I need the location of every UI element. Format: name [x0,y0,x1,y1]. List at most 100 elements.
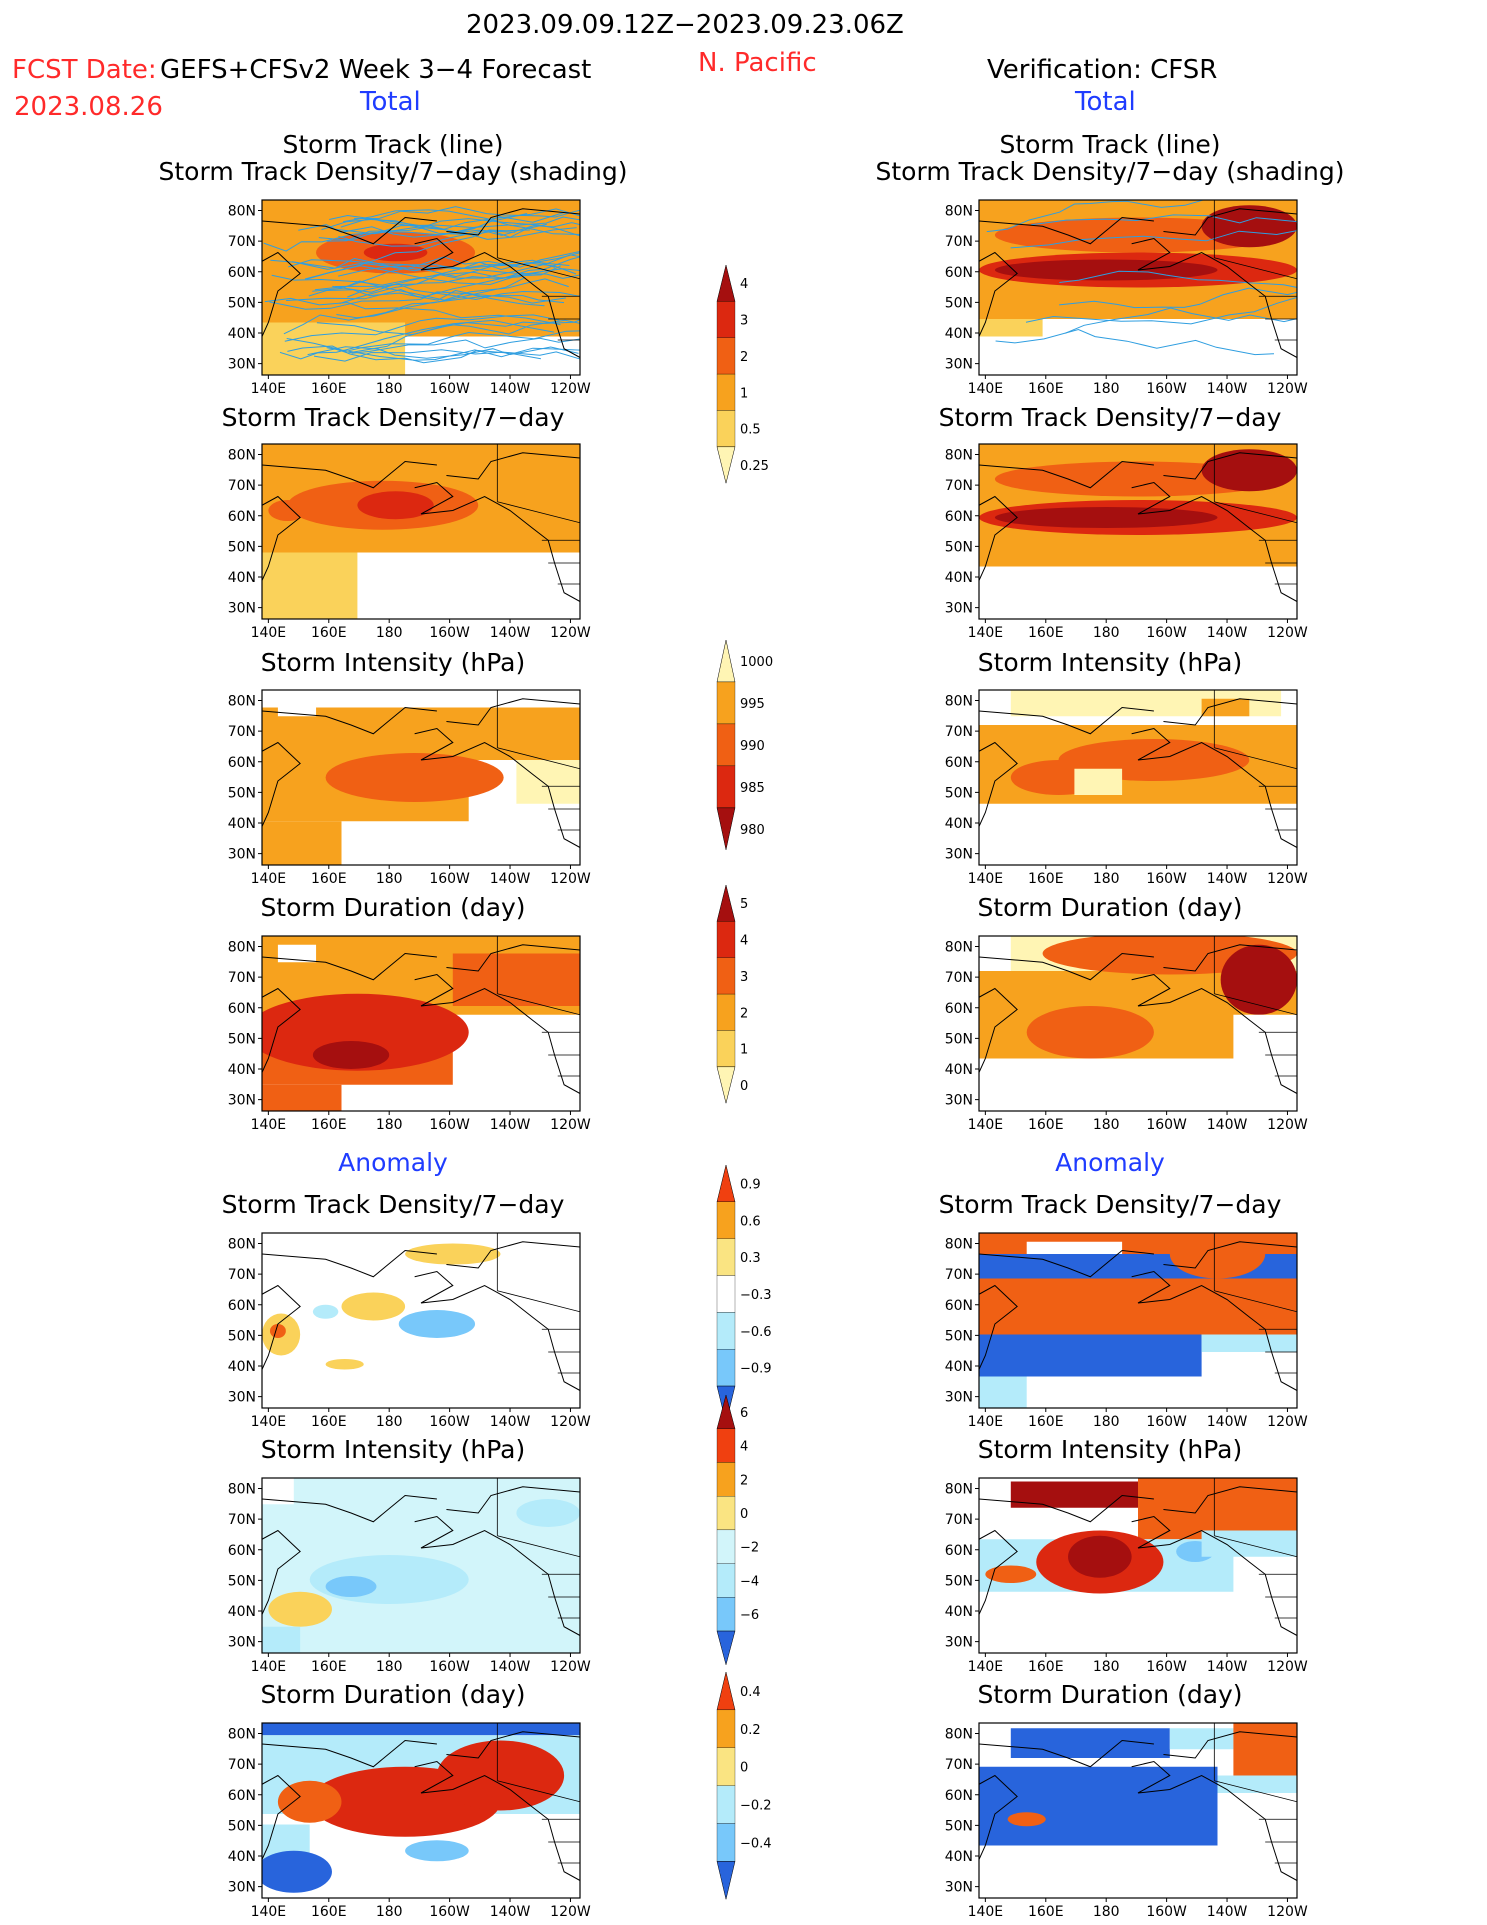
lon-tick-label: 160W [1146,1659,1187,1675]
lon-tick-label: 140W [1207,1117,1248,1133]
lat-tick-label: 40N [945,1604,973,1620]
lat-tick-label: 30N [945,1880,973,1896]
lon-tick-label: 140W [1207,1659,1248,1675]
colorbar-label: 985 [740,781,765,796]
lon-tick-label: 120W [1267,381,1308,397]
lon-tick-label: 160E [311,1904,347,1920]
lat-tick-label: 50N [228,1573,256,1589]
lon-tick-label: 140W [490,1414,531,1430]
lat-tick-label: 40N [945,816,973,832]
lat-tick-label: 70N [228,1512,256,1528]
lon-tick-label: 180 [376,871,403,887]
right-intensity-title: Storm Intensity (hPa) [977,648,1243,677]
lon-tick-label: 120W [1267,1117,1308,1133]
map-panel-l3: 80N 70N 60N 50N 40N 30N 140E 160E 180 160W 140W 120… [228,935,591,1133]
lon-tick-label: 140W [1207,871,1248,887]
lon-tick-label: 140E [968,1117,1004,1133]
map-panel-r1: 80N 70N 60N 50N 40N 30N 140E 160E 180 160W 140W 120… [945,443,1308,641]
lat-tick-label: 30N [945,601,973,617]
lat-tick-label: 60N [945,509,973,525]
lon-tick-label: 180 [1093,625,1120,641]
map-panel-r2: 80N 70N 60N 50N 40N 30N 140E 160E 180 160W 140W 120… [945,689,1308,887]
left-duration-title: Storm Duration (day) [260,893,526,922]
lat-tick-label: 80N [228,1727,256,1743]
lat-tick-label: 70N [228,970,256,986]
right-anom-intensity-title: Storm Intensity (hPa) [977,1435,1243,1464]
colorbar-label: 980 [740,823,765,838]
lon-tick-label: 160W [429,1414,470,1430]
lon-tick-label: 140E [968,1414,1004,1430]
lat-tick-label: 60N [228,1543,256,1559]
lat-tick-label: 70N [945,478,973,494]
lon-tick-label: 140W [490,1659,531,1675]
map-panel-l1: 80N 70N 60N 50N 40N 30N 140E 160E 180 160W 140W 120… [228,443,591,641]
lat-tick-label: 70N [945,724,973,740]
colorbar-label: −0.3 [740,1288,772,1303]
lat-tick-label: 30N [945,357,973,373]
lat-tick-label: 50N [945,1328,973,1344]
lat-tick-label: 30N [228,357,256,373]
lat-tick-label: 50N [228,539,256,555]
lon-tick-label: 120W [550,871,591,887]
colorbar-label: 4 [740,277,748,292]
lat-tick-label: 50N [228,295,256,311]
colorbar-label: 1 [740,1043,748,1058]
lat-tick-label: 60N [945,265,973,281]
lat-tick-label: 30N [945,847,973,863]
lon-tick-label: 160E [1028,1659,1064,1675]
colorbar-label: −0.9 [740,1362,772,1377]
colorbar-label: 990 [740,739,765,754]
lat-tick-label: 60N [945,1543,973,1559]
colorbar-label: 2 [740,350,748,365]
lon-tick-label: 140E [251,625,287,641]
lon-tick-label: 140E [251,1117,287,1133]
lat-tick-label: 80N [228,940,256,956]
lat-tick-label: 60N [228,755,256,771]
map-panel-r4: 80N 70N 60N 50N 40N 30N 140E 160E 180 160W 140W 120… [945,1232,1308,1430]
lon-tick-label: 120W [1267,1904,1308,1920]
lon-tick-label: 160E [1028,1117,1064,1133]
lon-tick-label: 160W [1146,871,1187,887]
lat-tick-label: 80N [945,1727,973,1743]
lon-tick-label: 140E [251,1414,287,1430]
map-panel-r5: 80N 70N 60N 50N 40N 30N 140E 160E 180 160W 140W 120… [945,1477,1308,1675]
colorbar-density-anom: 0.9 0.6 0.3 −0.3 −0.6 −0.9 [716,1164,772,1423]
lon-tick-label: 160E [1028,1414,1064,1430]
left-anom-duration-title: Storm Duration (day) [260,1680,526,1709]
lat-tick-label: 80N [945,448,973,464]
lon-tick-label: 140W [490,625,531,641]
lat-tick-label: 40N [228,1604,256,1620]
lon-tick-label: 120W [550,1414,591,1430]
lat-tick-label: 40N [228,326,256,342]
lon-tick-label: 160E [1028,625,1064,641]
lat-tick-label: 50N [228,785,256,801]
lon-tick-label: 140E [968,381,1004,397]
right-track-shading-title: Storm Track Density/7−day (shading) [875,157,1345,186]
lat-tick-label: 40N [945,1849,973,1865]
lon-tick-label: 180 [376,1904,403,1920]
colorbar-label: 0 [740,1507,748,1522]
lon-tick-label: 140E [251,871,287,887]
region-label: N. Pacific [698,48,817,78]
colorbar-density-total: 4 3 2 1 0.5 0.25 [716,264,769,484]
lon-tick-label: 120W [550,1904,591,1920]
lat-tick-label: 60N [228,1788,256,1804]
lat-tick-label: 70N [945,1267,973,1283]
colorbar-label: 995 [740,697,765,712]
map-panel-l0: 80N 70N 60N 50N 40N 30N 140E 160E 180 160W 140W 120… [228,199,591,397]
left-intensity-title: Storm Intensity (hPa) [260,648,526,677]
lon-tick-label: 160E [1028,381,1064,397]
colorbar-label: 1 [740,386,748,401]
lon-tick-label: 120W [550,625,591,641]
lon-tick-label: 180 [1093,381,1120,397]
lat-tick-label: 50N [945,295,973,311]
lon-tick-label: 140E [251,1659,287,1675]
colorbar-label: −0.6 [740,1325,772,1340]
colorbar-label: 5 [740,897,748,912]
lat-tick-label: 70N [228,1267,256,1283]
lon-tick-label: 160W [1146,1904,1187,1920]
lon-tick-label: 160E [1028,871,1064,887]
lon-tick-label: 140E [251,1904,287,1920]
lon-tick-label: 160W [429,1117,470,1133]
lon-tick-label: 160W [429,871,470,887]
